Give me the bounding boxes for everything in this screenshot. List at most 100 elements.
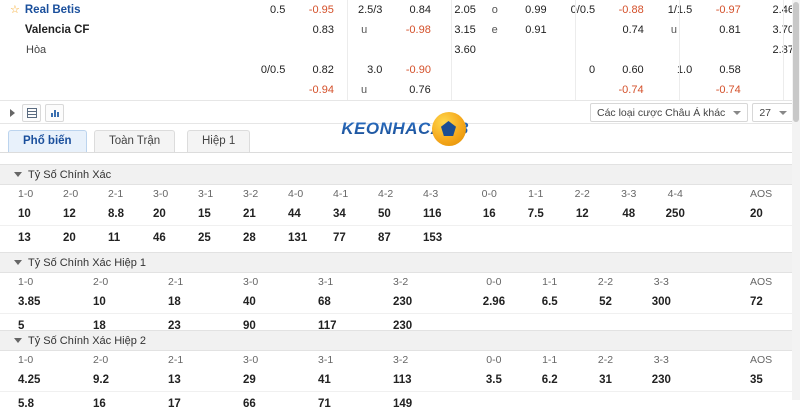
draw-score-odd[interactable]: 3.5 bbox=[485, 373, 502, 386]
odds-cell[interactable]: -0.88 bbox=[618, 4, 644, 16]
score-odd[interactable]: 90 bbox=[243, 319, 256, 332]
draw-score-odd[interactable]: 230 bbox=[651, 373, 671, 386]
draw-score-odd[interactable]: 6.2 bbox=[541, 373, 558, 386]
favorite-star-icon[interactable]: ☆ bbox=[10, 3, 20, 16]
score-odd[interactable]: 10 bbox=[18, 207, 31, 220]
score-odd[interactable]: 21 bbox=[243, 207, 256, 220]
bet-type-select[interactable]: Các loại cược Châu Á khác bbox=[590, 103, 749, 122]
score-odd[interactable]: 117 bbox=[318, 319, 337, 332]
score-odd[interactable]: 68 bbox=[318, 295, 331, 308]
odds-cell[interactable]: 0.84 bbox=[409, 4, 431, 16]
away-team-row[interactable]: ☆ Valencia CF bbox=[0, 20, 240, 40]
score-odd[interactable]: 13 bbox=[18, 231, 31, 244]
score-odd[interactable]: 8.8 bbox=[108, 207, 124, 220]
odds-cell[interactable]: -0.74 bbox=[715, 84, 741, 96]
count-select[interactable]: 27 bbox=[752, 103, 794, 122]
odds-cell[interactable]: -0.98 bbox=[405, 24, 431, 36]
score-odd[interactable]: 34 bbox=[333, 207, 346, 220]
odds-cell[interactable]: 1/1.5 bbox=[667, 4, 693, 16]
odds-cell[interactable]: 0 bbox=[589, 64, 596, 76]
score-odd[interactable]: 87 bbox=[378, 231, 391, 244]
score-odd[interactable]: 46 bbox=[153, 231, 166, 244]
home-team-row[interactable]: ☆ Real Betis bbox=[0, 0, 240, 20]
odds-cell[interactable]: -0.94 bbox=[308, 84, 334, 96]
odds-cell[interactable]: 0/0.5 bbox=[570, 4, 596, 16]
odds-cell[interactable]: 0/0.5 bbox=[260, 64, 286, 76]
score-odd[interactable]: 18 bbox=[93, 319, 106, 332]
score-odd[interactable]: 18 bbox=[168, 295, 181, 308]
score-odd[interactable]: 50 bbox=[378, 207, 391, 220]
score-odd[interactable]: 149 bbox=[393, 397, 413, 410]
score-odd[interactable]: 11 bbox=[108, 231, 121, 244]
score-odd[interactable]: 20 bbox=[153, 207, 166, 220]
section-header[interactable]: Tỷ Số Chính Xác bbox=[0, 164, 800, 185]
aos-odd[interactable]: 35 bbox=[750, 373, 763, 386]
draw-score-odd[interactable]: 6.5 bbox=[541, 295, 558, 308]
section-header[interactable]: Tỷ Số Chính Xác Hiệp 1 bbox=[0, 252, 800, 273]
score-odd[interactable]: 41 bbox=[318, 373, 331, 386]
draw-score-odd[interactable]: 16 bbox=[482, 207, 496, 220]
score-odd[interactable]: 44 bbox=[288, 207, 301, 220]
score-odd[interactable]: 66 bbox=[243, 397, 256, 410]
page-scrollbar-thumb[interactable] bbox=[793, 2, 799, 122]
score-odd[interactable]: 3.85 bbox=[18, 295, 41, 308]
odds-cell[interactable]: 0.74 bbox=[622, 24, 644, 36]
tab-1[interactable]: Phổ biến bbox=[8, 130, 87, 152]
draw-score-odd[interactable]: 52 bbox=[599, 295, 612, 308]
odds-cell[interactable]: -0.95 bbox=[308, 4, 334, 16]
score-odd[interactable]: 12 bbox=[63, 207, 76, 220]
score-odd[interactable]: 10 bbox=[93, 295, 106, 308]
score-odd[interactable]: 17 bbox=[168, 397, 181, 410]
draw-score-odd[interactable]: 31 bbox=[599, 373, 612, 386]
odds-cell[interactable]: 2.5/3 bbox=[357, 4, 383, 16]
score-odd[interactable]: 230 bbox=[393, 295, 413, 308]
score-odd[interactable]: 15 bbox=[198, 207, 211, 220]
odds-cell[interactable]: 0.83 bbox=[312, 24, 335, 36]
draw-score-odd[interactable]: 48 bbox=[622, 207, 636, 220]
draw-score-odd[interactable]: 250 bbox=[665, 207, 685, 220]
score-odd[interactable]: 9.2 bbox=[93, 373, 109, 386]
score-odd[interactable]: 113 bbox=[393, 373, 412, 386]
score-odd[interactable]: 20 bbox=[63, 231, 76, 244]
odds-cell[interactable]: 2.05 bbox=[454, 4, 476, 16]
section-header[interactable]: Tỷ Số Chính Xác Hiệp 2 bbox=[0, 330, 800, 351]
odds-cell[interactable]: 0.58 bbox=[719, 64, 741, 76]
tab-3[interactable]: Hiệp 1 bbox=[187, 130, 251, 152]
draw-score-odd[interactable]: 12 bbox=[575, 207, 589, 220]
odds-cell[interactable]: 3.0 bbox=[367, 64, 383, 76]
page-scrollbar[interactable] bbox=[792, 0, 800, 400]
score-odd[interactable]: 25 bbox=[198, 231, 211, 244]
odds-cell[interactable]: 3.60 bbox=[454, 44, 476, 56]
odds-cell[interactable]: 0.5 bbox=[270, 4, 286, 16]
score-odd[interactable]: 71 bbox=[318, 397, 331, 410]
odds-cell[interactable]: 0.76 bbox=[409, 84, 431, 96]
odds-cell[interactable]: 0.60 bbox=[622, 64, 644, 76]
odds-cell[interactable]: -0.90 bbox=[405, 64, 431, 76]
score-odd[interactable]: 29 bbox=[243, 373, 256, 386]
odds-cell[interactable]: u bbox=[361, 24, 368, 36]
draw-score-odd[interactable]: 7.5 bbox=[527, 207, 544, 220]
score-odd[interactable]: 5 bbox=[18, 319, 25, 332]
score-odd[interactable]: 13 bbox=[168, 373, 181, 386]
odds-cell[interactable]: 0.91 bbox=[525, 24, 547, 36]
aos-odd[interactable]: 20 bbox=[750, 207, 763, 220]
odds-cell[interactable]: e bbox=[491, 24, 498, 36]
aos-odd[interactable]: 72 bbox=[750, 295, 763, 308]
score-odd[interactable]: 230 bbox=[393, 319, 413, 332]
score-odd[interactable]: 4.25 bbox=[18, 373, 41, 386]
draw-score-odd[interactable]: 2.96 bbox=[482, 295, 506, 308]
table-icon[interactable] bbox=[22, 104, 41, 122]
odds-cell[interactable]: u bbox=[670, 24, 678, 36]
score-odd[interactable]: 77 bbox=[333, 231, 346, 244]
score-odd[interactable]: 5.8 bbox=[18, 397, 34, 410]
score-odd[interactable]: 131 bbox=[288, 231, 308, 244]
odds-cell[interactable]: 3.15 bbox=[454, 24, 476, 36]
tab-2[interactable]: Toàn Trận bbox=[94, 130, 176, 152]
score-odd[interactable]: 153 bbox=[423, 231, 443, 244]
odds-cell[interactable]: 0.81 bbox=[719, 24, 741, 36]
score-odd[interactable]: 23 bbox=[168, 319, 181, 332]
odds-cell[interactable]: o bbox=[491, 4, 498, 16]
score-odd[interactable]: 16 bbox=[93, 397, 106, 410]
score-odd[interactable]: 40 bbox=[243, 295, 256, 308]
odds-cell[interactable]: 1.0 bbox=[676, 64, 693, 76]
